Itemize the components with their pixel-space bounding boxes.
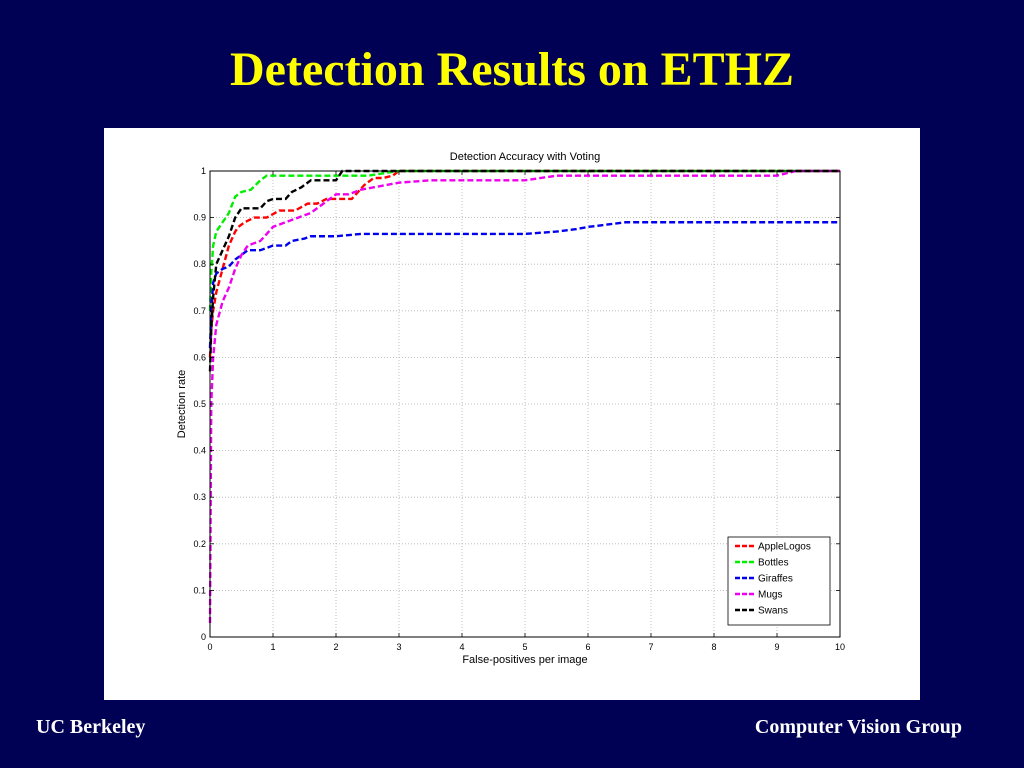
series-layer: [208, 169, 840, 624]
y-tick-label: 0.6: [193, 352, 206, 362]
chart-legend: AppleLogos Bottles Giraffes Mugs Swans: [727, 536, 831, 626]
x-tick-label: 10: [835, 642, 845, 652]
y-tick-label: 0.3: [193, 492, 206, 502]
legend-label: AppleLogos: [758, 542, 811, 553]
chart-title: Detection Accuracy with Voting: [450, 151, 600, 163]
y-tick-label: 0.5: [193, 399, 206, 409]
x-axis-label: False-positives per image: [462, 654, 587, 666]
y-tick-label: 0.9: [193, 213, 206, 223]
x-tick-label: 8: [711, 642, 716, 652]
legend-label: Mugs: [758, 590, 782, 601]
slide-title: Detection Results on ETHZ: [230, 43, 794, 96]
y-tick-label: 0.4: [193, 446, 206, 456]
y-tick-label: 0: [201, 632, 206, 642]
footer-left: UC Berkeley: [36, 716, 146, 738]
series-line-giraffes: [208, 221, 840, 349]
x-tick-label: 4: [459, 642, 464, 652]
tick-layer: 0 1 2 3 4 5 6 7 8 9 10 0 0.1 0.2 0.3 0.4 0.5 0.6 0.7 0.8 0.9…: [193, 166, 845, 652]
x-tick-label: 1: [270, 642, 275, 652]
y-tick-label: 0.2: [193, 539, 206, 549]
series-line-swans: [208, 169, 840, 372]
y-tick-label: 1: [201, 166, 206, 176]
legend-label: Bottles: [758, 558, 789, 569]
chart-figure: 0 1 2 3 4 5 6 7 8 9 10 0 0.1 0.2 0.3 0.4 0.5 0.6 0.7 0.8 0.9…: [104, 128, 920, 700]
x-tick-label: 3: [396, 642, 401, 652]
x-tick-label: 6: [585, 642, 590, 652]
series-line-applelogos: [208, 169, 840, 358]
chart-svg: 0 1 2 3 4 5 6 7 8 9 10 0 0.1 0.2 0.3 0.4 0.5 0.6 0.7 0.8 0.9…: [176, 151, 845, 666]
grid-layer: [210, 171, 840, 637]
x-tick-label: 2: [333, 642, 338, 652]
y-tick-label: 0.8: [193, 259, 206, 269]
y-tick-label: 0.1: [193, 585, 206, 595]
x-tick-label: 9: [774, 642, 779, 652]
x-tick-label: 5: [522, 642, 527, 652]
y-axis-label: Detection rate: [176, 370, 188, 438]
legend-label: Swans: [758, 606, 788, 617]
legend-label: Giraffes: [758, 574, 793, 585]
y-tick-label: 0.7: [193, 306, 206, 316]
series-line-bottles: [208, 169, 840, 311]
series-line-mugs: [208, 169, 840, 624]
x-tick-label: 7: [648, 642, 653, 652]
footer-right: Computer Vision Group: [754, 716, 962, 738]
x-tick-label: 0: [207, 642, 212, 652]
